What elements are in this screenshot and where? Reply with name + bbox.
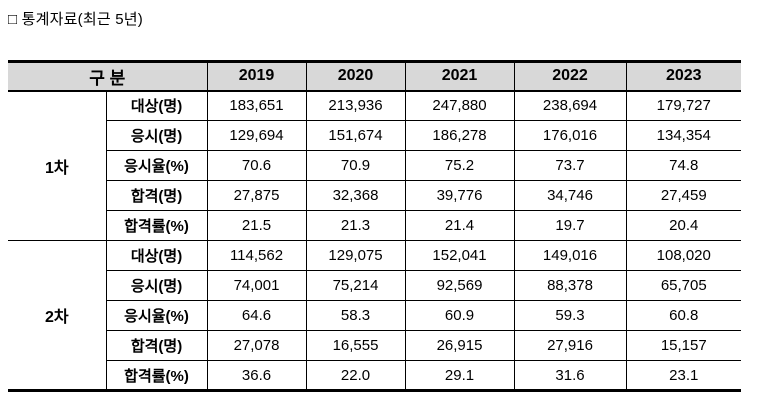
value-cell: 22.0 [305, 360, 406, 391]
value-cell: 151,674 [305, 120, 406, 151]
metric-label-cell: 합격(명) [105, 330, 208, 361]
value-cell: 108,020 [625, 240, 742, 271]
table-row: 1차 대상(명) 183,651 213,936 247,880 238,694… [8, 90, 742, 177]
table-row: 응시율(%) 70.6 70.9 75.2 73.7 74.8 [8, 150, 742, 181]
table-row: 합격(명) 27,875 32,368 39,776 34,746 27,459 [8, 180, 742, 211]
table-row: 2차 대상(명) 114,562 129,075 152,041 149,016… [8, 240, 742, 391]
value-cell: 73.7 [513, 150, 627, 181]
table-row: 합격률(%) 36.6 22.0 29.1 31.6 23.1 [8, 360, 742, 391]
section-title: □ 통계자료(최근 5년) [8, 11, 143, 28]
table-row: 응시(명) 74,001 75,214 92,569 88,378 65,705 [8, 270, 742, 301]
value-cell: 65,705 [625, 270, 742, 301]
metric-label-cell: 응시율(%) [105, 150, 208, 181]
metric-label-cell: 응시율(%) [105, 300, 208, 331]
value-cell: 31.6 [513, 360, 627, 391]
value-cell: 39,776 [404, 180, 515, 211]
metric-label-cell: 응시(명) [105, 120, 208, 151]
value-cell: 179,727 [625, 90, 742, 121]
value-cell: 16,555 [305, 330, 406, 361]
value-cell: 27,459 [625, 180, 742, 211]
year-header-cell: 2023 [625, 61, 742, 92]
value-cell: 238,694 [513, 90, 627, 121]
year-header-cell: 2019 [206, 61, 307, 92]
value-cell: 36.6 [206, 360, 307, 391]
value-cell: 15,157 [625, 330, 742, 361]
table-row: 합격률(%) 21.5 21.3 21.4 19.7 20.4 [8, 210, 742, 241]
table-row: 응시(명) 129,694 151,674 186,278 176,016 13… [8, 120, 742, 151]
value-cell: 21.5 [206, 210, 307, 241]
value-cell: 70.6 [206, 150, 307, 181]
metric-label-cell: 합격(명) [105, 180, 208, 211]
year-header-cell: 2021 [404, 61, 515, 92]
table-header-row: 구 분 2019 2020 2021 2022 2023 [8, 61, 742, 92]
year-header-cell: 2020 [305, 61, 406, 92]
value-cell: 26,915 [404, 330, 515, 361]
value-cell: 58.3 [305, 300, 406, 331]
value-cell: 27,916 [513, 330, 627, 361]
value-cell: 149,016 [513, 240, 627, 271]
value-cell: 213,936 [305, 90, 406, 121]
value-cell: 134,354 [625, 120, 742, 151]
value-cell: 129,075 [305, 240, 406, 271]
value-cell: 60.8 [625, 300, 742, 331]
value-cell: 29.1 [404, 360, 515, 391]
value-cell: 60.9 [404, 300, 515, 331]
value-cell: 59.3 [513, 300, 627, 331]
group-cell-1cha: 1차 [44, 159, 69, 177]
group-cell-2cha: 2차 [8, 240, 106, 391]
value-cell: 21.3 [305, 210, 406, 241]
value-cell: 74,001 [206, 270, 307, 301]
value-cell: 183,651 [206, 90, 307, 121]
value-cell: 129,694 [206, 120, 307, 151]
table-row: 응시율(%) 64.6 58.3 60.9 59.3 60.8 [8, 300, 742, 331]
year-header-cell: 2022 [513, 61, 627, 92]
metric-label-cell: 합격률(%) [105, 360, 208, 391]
value-cell: 23.1 [625, 360, 742, 391]
value-cell: 152,041 [404, 240, 515, 271]
value-cell: 32,368 [305, 180, 406, 211]
value-cell: 74.8 [625, 150, 742, 181]
value-cell: 20.4 [625, 210, 742, 241]
value-cell: 75.2 [404, 150, 515, 181]
value-cell: 27,078 [206, 330, 307, 361]
value-cell: 27,875 [206, 180, 307, 211]
value-cell: 92,569 [404, 270, 515, 301]
value-cell: 247,880 [404, 90, 515, 121]
table-row: 합격(명) 27,078 16,555 26,915 27,916 15,157 [8, 330, 742, 361]
metric-label-cell: 대상(명) [105, 90, 208, 121]
value-cell: 64.6 [206, 300, 307, 331]
value-cell: 75,214 [305, 270, 406, 301]
value-cell: 21.4 [404, 210, 515, 241]
statistics-table: 구 분 2019 2020 2021 2022 2023 1차 대상(명) 18… [8, 60, 742, 392]
value-cell: 114,562 [206, 240, 307, 271]
metric-label-cell: 응시(명) [105, 270, 208, 301]
value-cell: 19.7 [513, 210, 627, 241]
metric-label-cell: 대상(명) [105, 240, 208, 271]
category-header-cell: 구 분 [8, 61, 208, 92]
metric-label-cell: 합격률(%) [105, 210, 208, 241]
value-cell: 186,278 [404, 120, 515, 151]
value-cell: 34,746 [513, 180, 627, 211]
value-cell: 70.9 [305, 150, 406, 181]
value-cell: 176,016 [513, 120, 627, 151]
value-cell: 88,378 [513, 270, 627, 301]
